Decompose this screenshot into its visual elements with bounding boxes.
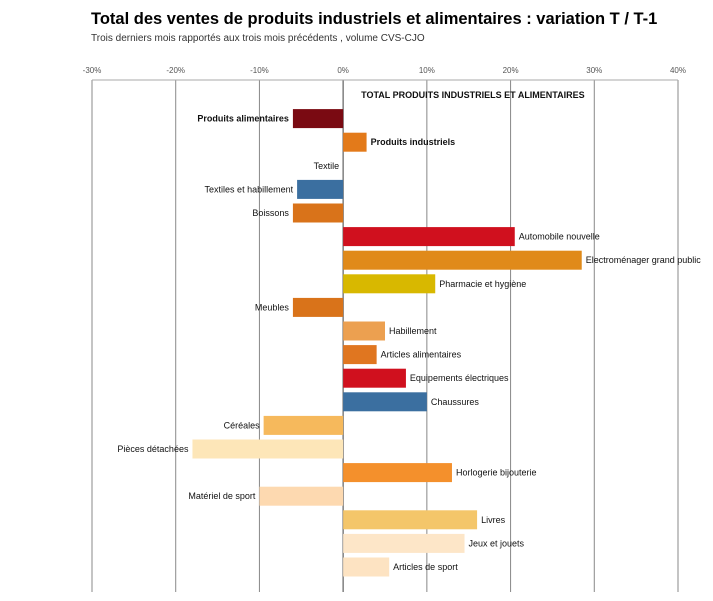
bar-label: Pièces détachées <box>117 444 189 454</box>
bar <box>343 557 390 577</box>
bar-label: Meubles <box>255 302 290 312</box>
bar-label: Habillement <box>389 326 437 336</box>
bar <box>343 463 452 483</box>
bar <box>292 109 344 129</box>
bar <box>343 510 478 530</box>
x-tick-label: 40% <box>670 66 686 75</box>
bar-label: Electroménager grand public <box>586 255 702 265</box>
bar-label: Automobile nouvelle <box>519 232 600 242</box>
x-tick-label: 0% <box>337 66 349 75</box>
bar-label: Produits alimentaires <box>197 114 289 124</box>
bar-label: Textile <box>314 161 340 171</box>
bar <box>343 274 436 294</box>
bar <box>343 392 427 412</box>
bar <box>263 415 344 435</box>
bar <box>343 368 406 388</box>
bar <box>343 227 515 247</box>
bar-label: Matériel de sport <box>188 491 256 501</box>
bar-label: Chaussures <box>431 397 480 407</box>
chart-title: Total des ventes de produits industriels… <box>91 10 658 28</box>
bar <box>297 179 344 199</box>
bar-label: Pharmacie et hygiène <box>439 279 526 289</box>
bar-label: Céréales <box>224 420 261 430</box>
bar-label: Textiles et habillement <box>205 184 294 194</box>
bar-label: Jeux et jouets <box>469 538 525 548</box>
x-tick-label: 30% <box>586 66 602 75</box>
bar-label: Articles de sport <box>393 562 458 572</box>
bar <box>292 297 344 317</box>
bar <box>192 439 344 459</box>
bar <box>343 533 465 553</box>
bar-label: TOTAL PRODUITS INDUSTRIELS ET ALIMENTAIR… <box>361 90 585 100</box>
bar-label: Articles alimentaires <box>381 350 462 360</box>
bar-label: Equipements électriques <box>410 373 509 383</box>
x-tick-label: 20% <box>503 66 519 75</box>
bar <box>343 250 582 270</box>
x-tick-label: 10% <box>419 66 435 75</box>
bar <box>343 321 385 341</box>
bar-label: Horlogerie bijouterie <box>456 468 537 478</box>
chart-subtitle: Trois derniers mois rapportés aux trois … <box>91 33 425 44</box>
bar <box>343 132 367 152</box>
bar-label: Boissons <box>252 208 289 218</box>
bar <box>343 345 377 365</box>
bar <box>292 203 344 223</box>
bar-label: Produits industriels <box>371 137 456 147</box>
x-tick-label: -10% <box>250 66 269 75</box>
x-tick-label: -30% <box>83 66 102 75</box>
bar <box>259 486 344 506</box>
x-tick-label: -20% <box>166 66 185 75</box>
bar-label: Livres <box>481 515 506 525</box>
